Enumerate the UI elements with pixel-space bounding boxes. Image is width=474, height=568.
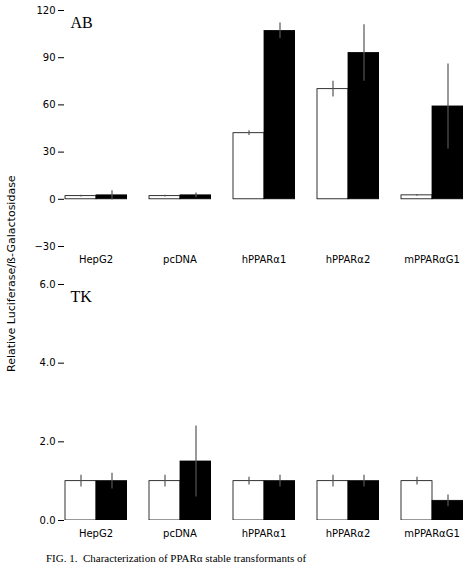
svg-text:HepG2: HepG2 — [79, 254, 113, 265]
svg-text:0: 0 — [49, 194, 55, 205]
html-text:Relative Luciferase/ß-Galactos: Relative Luciferase/ß-Galactosidase — [4, 175, 18, 373]
svg-text:pcDNA: pcDNA — [163, 254, 197, 265]
svg-text:TK: TK — [71, 288, 93, 305]
svg-text:6.0: 6.0 — [40, 279, 56, 290]
svg-text:60: 60 — [43, 99, 56, 110]
svg-text:−30: −30 — [34, 241, 55, 252]
svg-text:120: 120 — [36, 5, 55, 16]
html-text:FIG. 1. Characterization of PP: FIG. 1. Characterization of PPARα stable… — [46, 552, 307, 564]
svg-text:2.0: 2.0 — [40, 436, 56, 447]
svg-text:pcDNA: pcDNA — [163, 528, 197, 539]
svg-text:4.0: 4.0 — [40, 357, 56, 368]
svg-text:hPPARα2: hPPARα2 — [326, 254, 371, 265]
svg-text:AB: AB — [71, 14, 93, 31]
svg-text:0.0: 0.0 — [40, 515, 56, 526]
svg-text:90: 90 — [43, 52, 56, 63]
svg-text:HepG2: HepG2 — [79, 528, 113, 539]
svg-text:hPPARα1: hPPARα1 — [242, 528, 287, 539]
svg-text:mPPARαG1: mPPARαG1 — [404, 528, 460, 539]
svg-text:hPPARα2: hPPARα2 — [326, 528, 371, 539]
svg-text:mPPARαG1: mPPARαG1 — [404, 254, 460, 265]
svg-text:hPPARα1: hPPARα1 — [242, 254, 287, 265]
svg-text:30: 30 — [43, 146, 56, 157]
